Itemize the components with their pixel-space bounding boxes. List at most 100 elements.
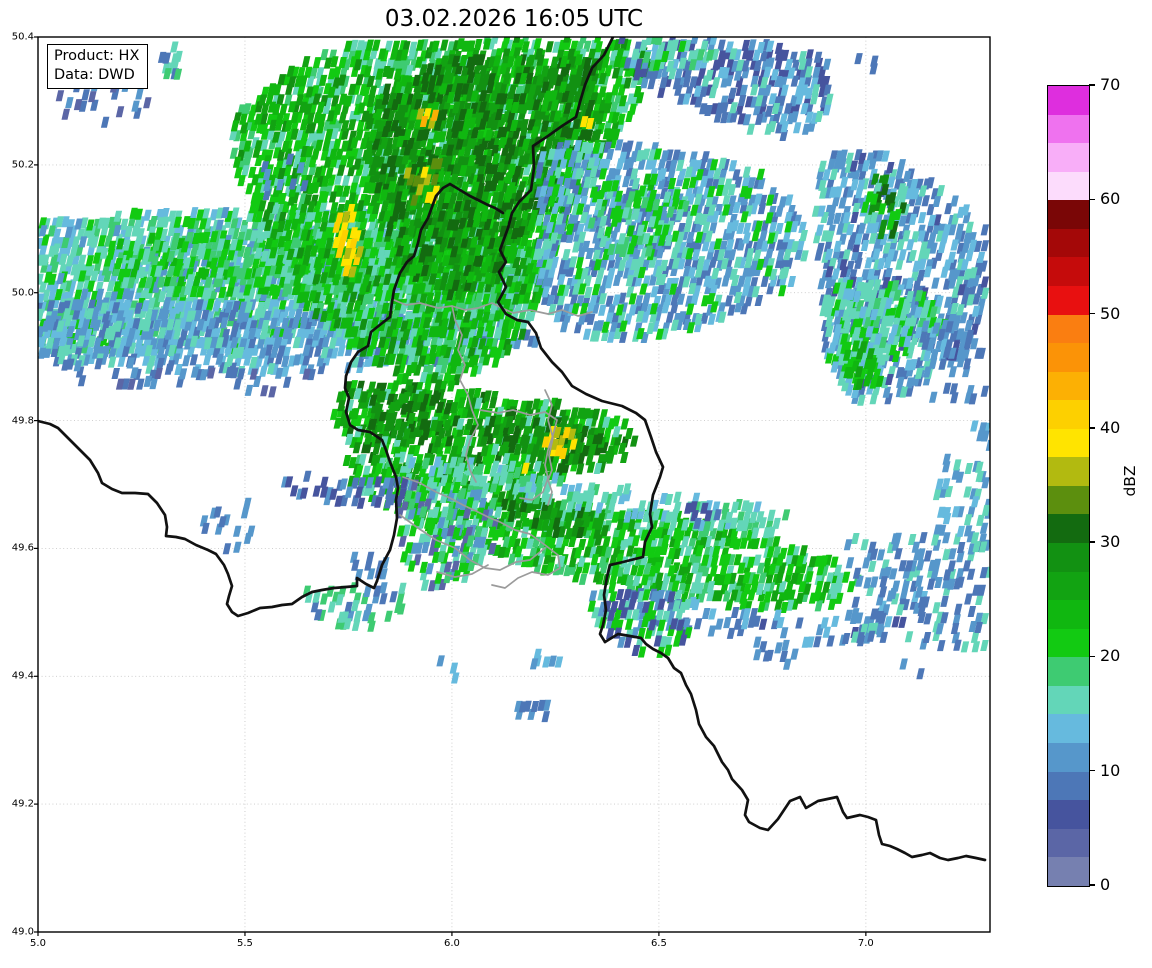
axes-frame: [37, 36, 991, 933]
figure-title: 03.02.2026 16:05 UTC: [384, 6, 644, 32]
radar-echo-blob-sb-f: [514, 699, 552, 723]
radar-echo-blob-sb-a: [199, 497, 256, 555]
colorbar-segment: [1048, 800, 1089, 829]
radar-echo-blob-right-cyan-green: [824, 279, 949, 392]
y-tick-label: 49.6: [11, 542, 34, 554]
district-borders: [393, 299, 593, 589]
radar-echo-blob-sb-c: [302, 582, 407, 632]
radar-echo-blob-center-yellow: [541, 426, 578, 459]
radar-echo-blob-center-core-1: [360, 385, 459, 441]
radar-echo-blob-right-top-green: [860, 173, 908, 240]
colorbar-segment: [1048, 857, 1089, 886]
colorbar-tick-label: 50: [1100, 303, 1121, 323]
colorbar-segment: [1048, 742, 1089, 772]
radar-echo-blob-sb-g: [529, 648, 564, 670]
colorbar-segment: [1048, 285, 1089, 315]
radar-echo-blob-center-yellow-b: [521, 462, 530, 474]
radar-echo-blob-sb-b: [280, 470, 409, 509]
colorbar-tick-label: 30: [1100, 532, 1121, 552]
colorbar-segment: [1048, 685, 1089, 715]
y-tick-label: 50.0: [11, 287, 34, 299]
y-tick-label: 49.2: [11, 798, 34, 810]
radar-echo-blob-main-yellow-streak: [332, 204, 365, 278]
data-source-line: Data: DWD: [54, 67, 135, 84]
colorbar-segment: [1048, 771, 1089, 801]
y-tick-label: 49.4: [11, 670, 34, 682]
colorbar-segment: [1048, 257, 1089, 286]
y-tick-label: 50.4: [11, 31, 34, 43]
colorbar-tick-mark: [1089, 198, 1095, 200]
colorbar-tick-mark: [1089, 84, 1095, 86]
colorbar-segment: [1048, 228, 1089, 258]
radar-echo-blob-orange-speck: [579, 116, 595, 129]
country-borders: [38, 37, 987, 862]
x-tick-label: 6.0: [443, 938, 460, 949]
colorbar-segment: [1048, 114, 1089, 144]
y-tick-label: 49.8: [11, 415, 34, 427]
radar-echo-blob-tr-specks: [854, 53, 879, 75]
colorbar-segment: [1048, 628, 1089, 658]
colorbar-tick-mark: [1089, 427, 1095, 429]
radar-map-canvas: [34, 36, 991, 936]
colorbar-segment: [1048, 485, 1089, 515]
radar-echo-blob-sb-e: [436, 655, 460, 684]
colorbar-tick-label: 40: [1100, 417, 1121, 437]
radar-echo-blob-left-scatter: [61, 357, 316, 398]
x-tick-label: 5.5: [237, 938, 253, 949]
radar-echo-blob-right-mid-bits: [930, 453, 990, 555]
colorbar-tick-mark: [1089, 541, 1095, 543]
colorbar-tick-mark: [1089, 655, 1095, 658]
colorbar-tick-mark: [1089, 312, 1095, 315]
radar-echo-blob-right-lower-streaks: [843, 532, 990, 653]
colorbar-segment: [1048, 171, 1089, 201]
radar-echo-blob-junction-cluster: [587, 589, 693, 658]
colorbar-tick-label: 20: [1100, 646, 1121, 666]
colorbar-segment: [1048, 828, 1089, 858]
colorbar-segment: [1048, 571, 1089, 601]
colorbar-axis-label: dBZ: [1121, 465, 1139, 497]
x-tick-label: 6.5: [650, 938, 667, 949]
radar-echo-blob-yellow-patch-b: [416, 108, 440, 129]
radar-echo-blob-mid-green-patch: [587, 173, 690, 257]
colorbar-tick-mark: [1089, 770, 1095, 772]
colorbar-segment: [1048, 714, 1089, 743]
radar-echo-blob-sb-d: [349, 551, 390, 581]
colorbar: [1047, 85, 1090, 887]
radar-echo-blob-top-cyan-right-of-border: [642, 37, 715, 72]
radar-echo-blob-arc-core: [497, 489, 610, 546]
radar-echo-blob-sb-k: [970, 420, 990, 451]
product-line: Product: HX: [54, 48, 140, 64]
x-tick-label: 7.0: [857, 938, 874, 949]
product-annotation-box: Product: HX Data: DWD: [47, 44, 149, 90]
colorbar-tick-label: 70: [1100, 75, 1121, 95]
colorbar-segment: [1048, 400, 1089, 429]
radar-echo-blob-tl-cyan-dot: [157, 41, 183, 80]
colorbar-segment: [1048, 514, 1089, 543]
colorbar-segment: [1048, 371, 1089, 401]
radar-echo-blob-lux-green: [395, 473, 503, 592]
radar-echoes: [38, 37, 990, 723]
colorbar-segment: [1048, 200, 1089, 229]
colorbar-tick-label: 10: [1100, 760, 1121, 780]
x-tick-label: 5.0: [30, 938, 46, 949]
colorbar-segment: [1048, 657, 1089, 686]
plot-area: [34, 36, 991, 936]
colorbar-segment: [1048, 314, 1089, 344]
colorbar-tick-label: 60: [1100, 189, 1121, 209]
y-tick-label: 49.0: [11, 926, 34, 938]
colorbar-segment: [1048, 428, 1089, 458]
radar-echo-blob-top-mid-blue: [618, 37, 834, 141]
colorbar-segment: [1048, 143, 1089, 172]
colorbar-segment: [1048, 86, 1089, 115]
colorbar-segment: [1048, 457, 1089, 486]
radar-echo-blob-right-diag-streaks: [919, 319, 990, 405]
colorbar-tick-label: 0: [1100, 875, 1111, 895]
colorbar-segment: [1048, 343, 1089, 372]
colorbar-segment: [1048, 600, 1089, 629]
radar-echo-blob-sb-h: [684, 501, 722, 529]
colorbar-segment: [1048, 543, 1089, 572]
radar-echo-blob-sb-j: [899, 658, 925, 680]
radar-echo-blob-sb-i: [753, 639, 799, 670]
radar-echo-blob-right-green-core: [840, 333, 885, 390]
radar-echo-blob-tl-blue-bits: [260, 153, 309, 201]
